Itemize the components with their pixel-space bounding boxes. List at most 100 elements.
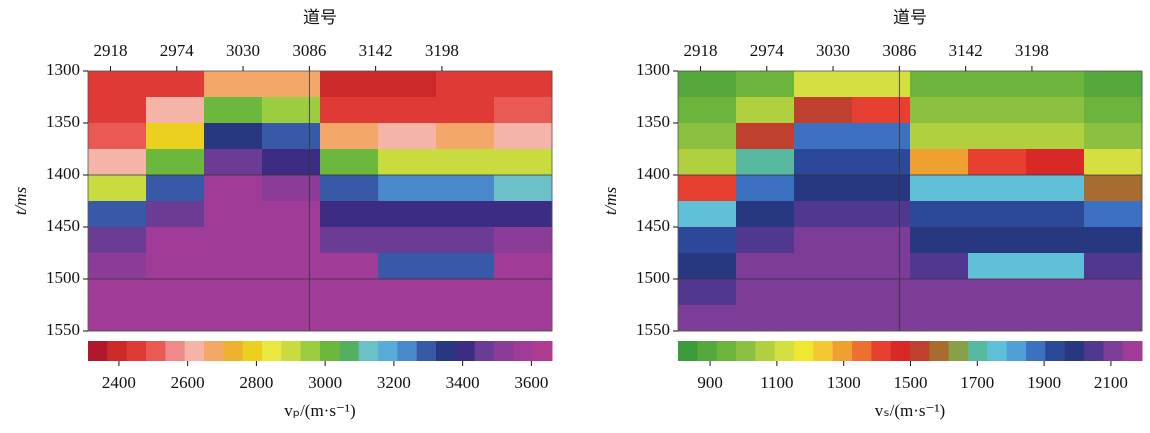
colorbar-swatch — [929, 341, 950, 361]
heat-cell — [146, 201, 205, 228]
heat-cell — [378, 227, 437, 254]
colorbar-swatch — [716, 341, 737, 361]
y-tick-label: 1500 — [636, 268, 670, 287]
heat-cell — [852, 279, 911, 306]
colorbar-swatch — [223, 341, 244, 361]
colorbar-swatch — [852, 341, 872, 361]
heat-cell — [88, 175, 147, 202]
heat-cell — [910, 253, 969, 280]
heat-cell — [736, 227, 795, 254]
x-tick-label: 2918 — [93, 41, 127, 60]
colorbar-tick-label: 900 — [697, 373, 723, 392]
colorbar-swatch — [1045, 341, 1066, 361]
heat-cell — [88, 71, 147, 98]
heat-cell — [852, 71, 911, 98]
colorbar-swatch — [1122, 341, 1143, 361]
heat-cell — [494, 97, 553, 124]
heat-cell — [968, 97, 1027, 124]
heat-cell — [204, 97, 263, 124]
heat-cell — [204, 279, 263, 306]
colorbar-swatch — [184, 341, 205, 361]
heat-cell — [262, 71, 321, 98]
y-tick-label: 1400 — [636, 164, 670, 183]
heat-cell — [910, 71, 969, 98]
colorbar-swatch — [416, 341, 437, 361]
heat-cell — [494, 123, 553, 150]
heat-cell — [1084, 149, 1143, 176]
heat-cell — [320, 123, 379, 150]
heat-cell — [1084, 253, 1143, 280]
heat-cell — [146, 279, 205, 306]
heat-cell — [910, 97, 969, 124]
heat-cell — [146, 227, 205, 254]
x-tick-label: 2974 — [750, 41, 785, 60]
colorbar-swatch — [165, 341, 186, 361]
heat-cell — [320, 201, 379, 228]
heat-cell — [436, 253, 495, 280]
colorbar-swatch — [320, 341, 340, 361]
heat-cell — [262, 175, 321, 202]
colorbar-swatch — [832, 341, 853, 361]
heat-cell — [852, 253, 911, 280]
heat-cell — [378, 149, 437, 176]
heat-cell — [1084, 175, 1143, 202]
colorbar-swatch — [736, 341, 756, 361]
colorbar-swatch — [146, 341, 166, 361]
heat-cell — [678, 149, 737, 176]
heat-cell — [320, 71, 379, 98]
heat-cell — [494, 149, 553, 176]
heat-cell — [262, 97, 321, 124]
heat-cell — [88, 279, 147, 306]
heat-cell — [320, 227, 379, 254]
colorbar-swatch — [474, 341, 495, 361]
heat-cell — [494, 175, 553, 202]
heat-cell — [736, 149, 795, 176]
colorbar-swatch — [242, 341, 263, 361]
heat-cell — [736, 253, 795, 280]
heat-cell — [852, 201, 911, 228]
colorbar-swatch — [755, 341, 776, 361]
colorbar-tick-label: 2600 — [171, 373, 205, 392]
heat-cell — [204, 149, 263, 176]
colorbar-swatch — [987, 341, 1008, 361]
colorbar-title: vₛ/(m·s⁻¹) — [875, 401, 945, 420]
heat-cell — [736, 175, 795, 202]
heat-cell — [320, 149, 379, 176]
heat-cell — [88, 123, 147, 150]
heat-cell — [678, 253, 737, 280]
heat-cell — [852, 227, 911, 254]
colorbar-tick-label: 3200 — [377, 373, 411, 392]
colorbar-swatch — [1026, 341, 1046, 361]
colorbar-swatch — [378, 341, 398, 361]
heat-cell — [1084, 201, 1143, 228]
heat-cell — [736, 123, 795, 150]
colorbar-tick-label: 1100 — [760, 373, 793, 392]
colorbar-swatch — [262, 341, 282, 361]
heat-cell — [910, 149, 969, 176]
heat-cell — [204, 305, 263, 332]
heat-cell — [494, 253, 553, 280]
heat-cell — [794, 149, 853, 176]
colorbar-swatch — [1084, 341, 1104, 361]
heat-cell — [146, 175, 205, 202]
heat-cell — [436, 227, 495, 254]
colorbar-swatch — [88, 341, 108, 361]
heat-cell — [378, 201, 437, 228]
heat-cell — [1084, 279, 1143, 306]
heat-cell — [320, 97, 379, 124]
colorbar-swatch — [678, 341, 698, 361]
heat-cell — [910, 227, 969, 254]
colorbar-tick-label: 1300 — [827, 373, 861, 392]
x-tick-label: 3198 — [425, 41, 459, 60]
heat-cell — [736, 71, 795, 98]
heat-cell — [378, 253, 437, 280]
colorbar-swatch — [455, 341, 476, 361]
heat-cell — [494, 279, 553, 306]
heat-cell — [88, 227, 147, 254]
heat-cell — [378, 175, 437, 202]
colorbar-swatch — [339, 341, 360, 361]
heat-cell — [678, 227, 737, 254]
x-tick-label: 3086 — [882, 41, 916, 60]
heat-cell — [968, 201, 1027, 228]
heat-cell — [736, 305, 795, 332]
